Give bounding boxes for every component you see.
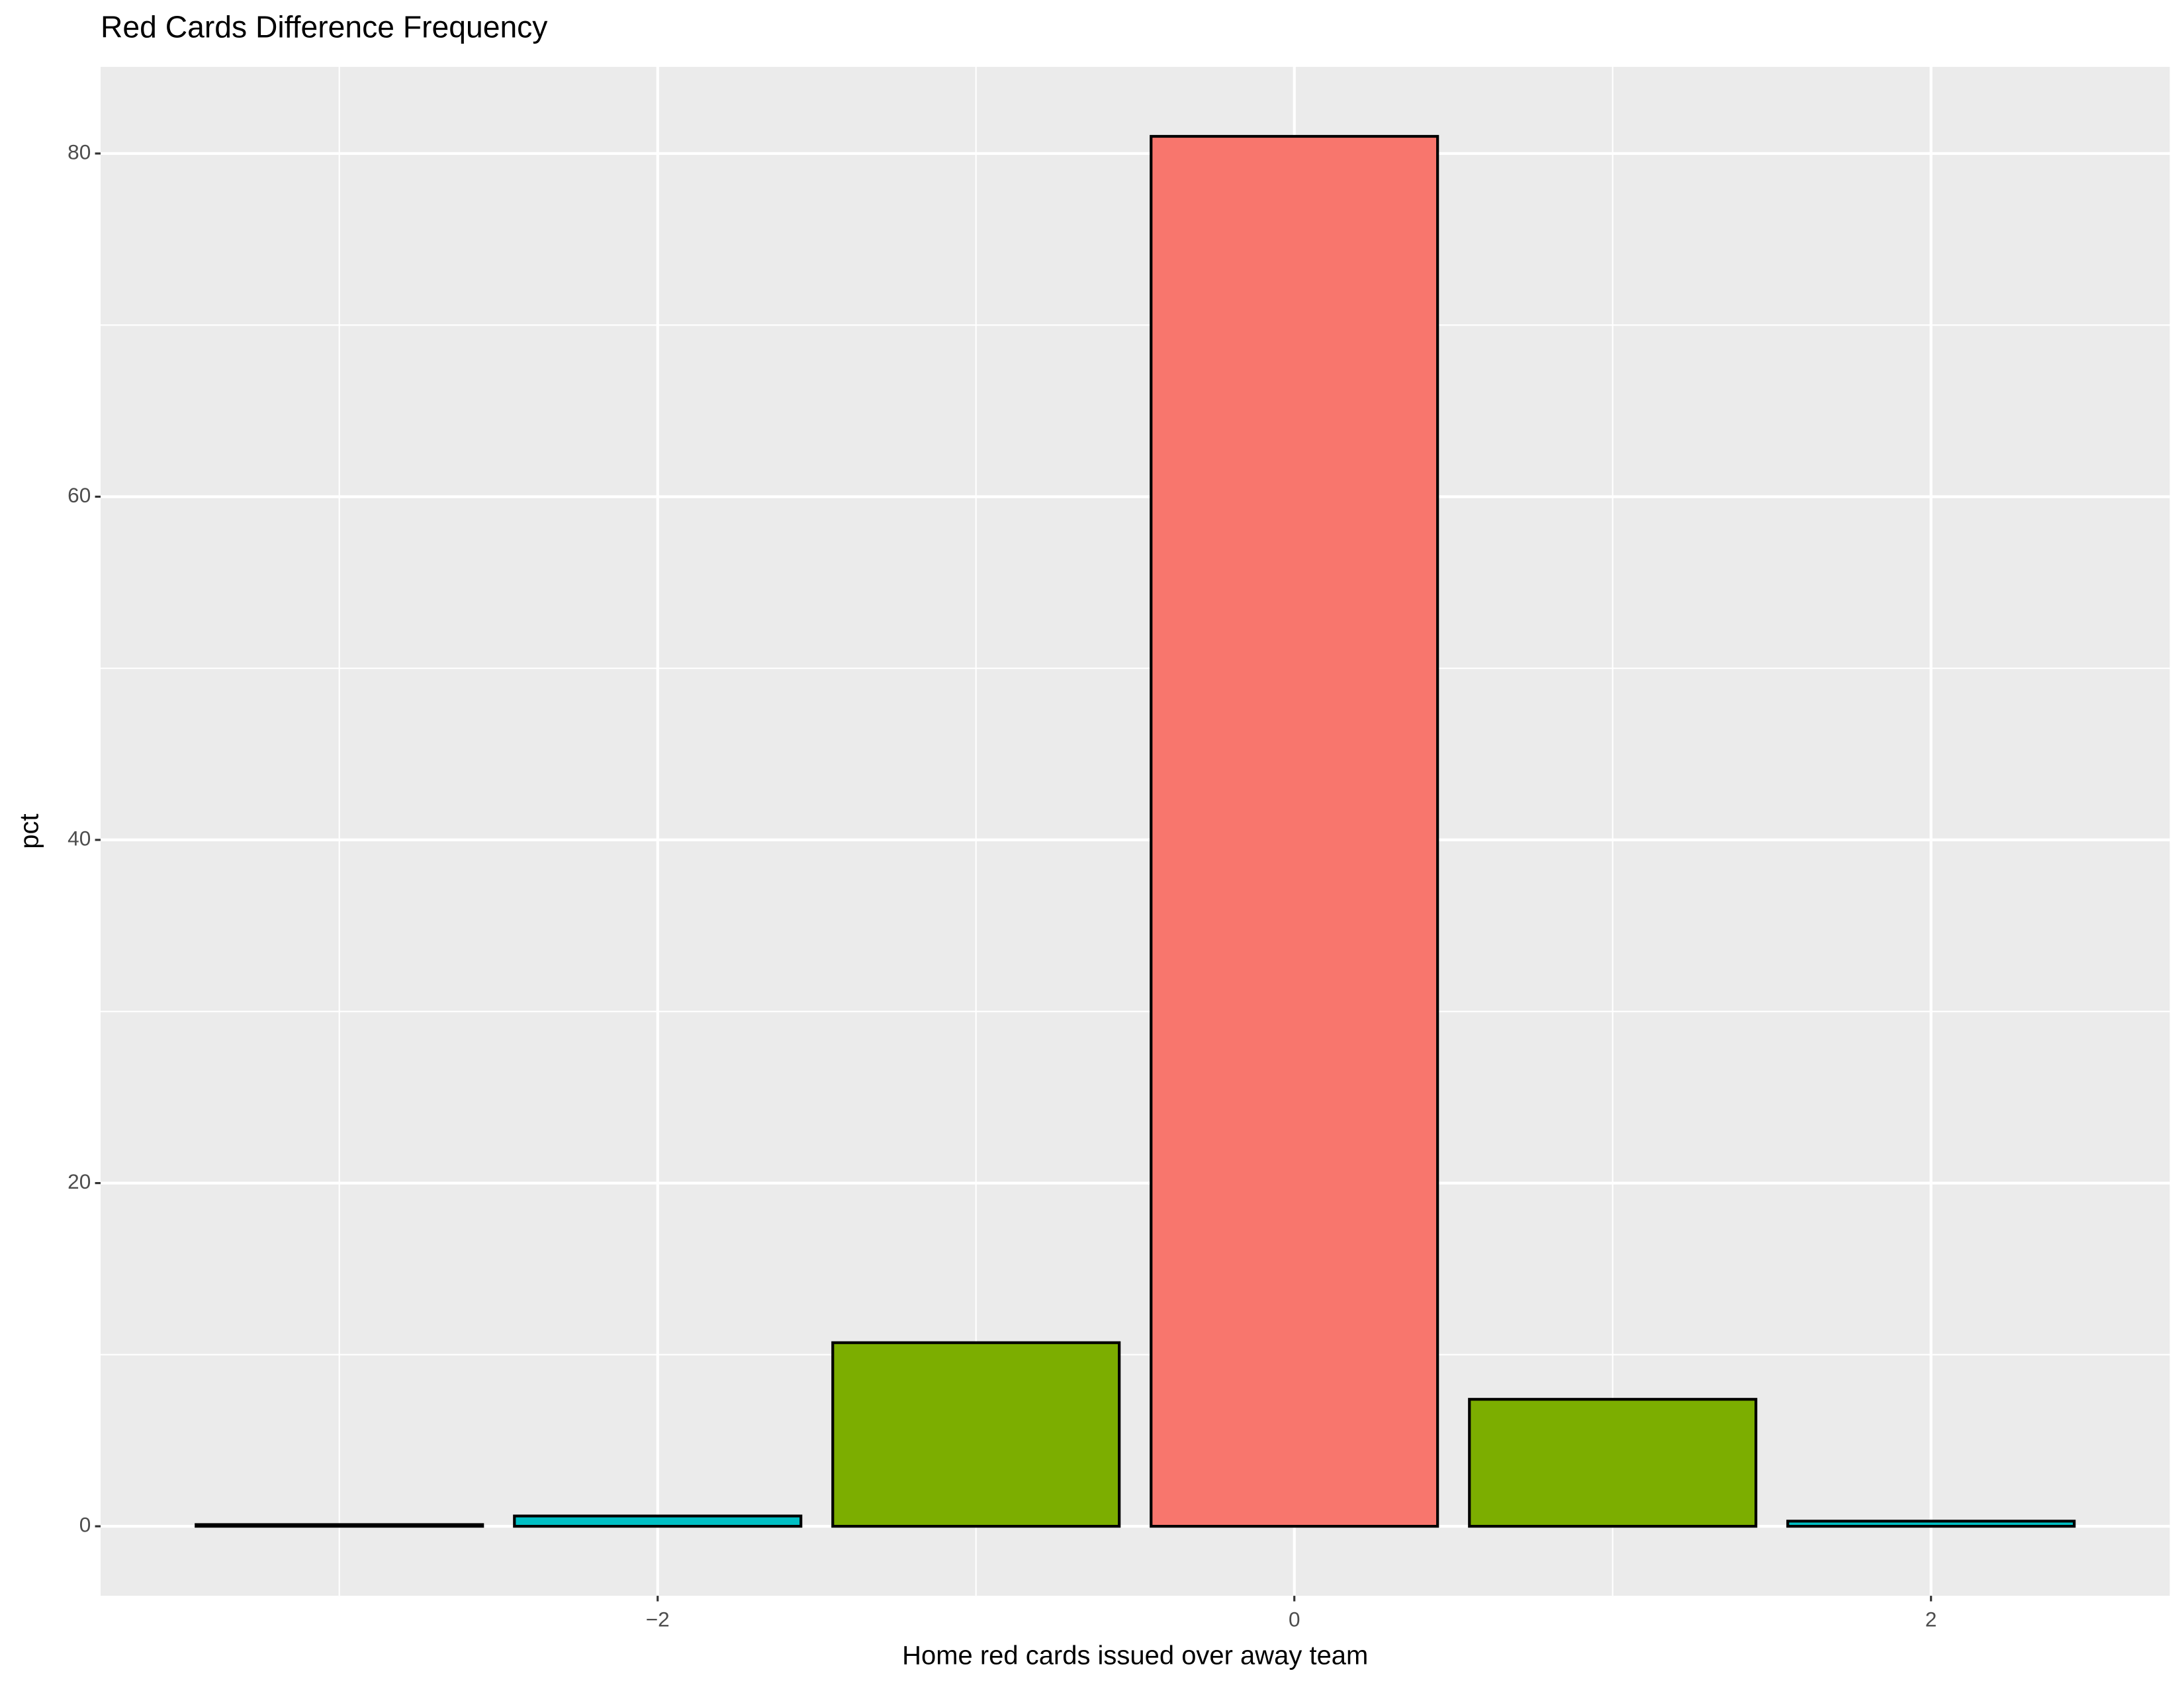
chart-title: Red Cards Difference Frequency bbox=[101, 9, 548, 44]
bar bbox=[1786, 1520, 2076, 1528]
bar bbox=[513, 1514, 803, 1528]
x-tick-label: 2 bbox=[1925, 1607, 1937, 1631]
panel bbox=[100, 66, 2170, 1596]
y-tick-label: 80 bbox=[68, 140, 91, 163]
bar bbox=[195, 1523, 484, 1528]
y-tick-label: 60 bbox=[68, 483, 91, 507]
y-tick-label: 40 bbox=[68, 826, 91, 850]
bar bbox=[831, 1341, 1121, 1528]
y-tick-label: 20 bbox=[68, 1169, 91, 1193]
x-axis-label: Home red cards issued over away team bbox=[902, 1641, 1368, 1670]
x-tick-label: −2 bbox=[646, 1607, 670, 1631]
bar bbox=[1468, 1398, 1758, 1528]
x-tick-label: 0 bbox=[1289, 1607, 1300, 1631]
y-tick-label: 0 bbox=[79, 1512, 91, 1536]
bar bbox=[1150, 134, 1439, 1528]
y-axis-label: pct bbox=[15, 813, 44, 848]
